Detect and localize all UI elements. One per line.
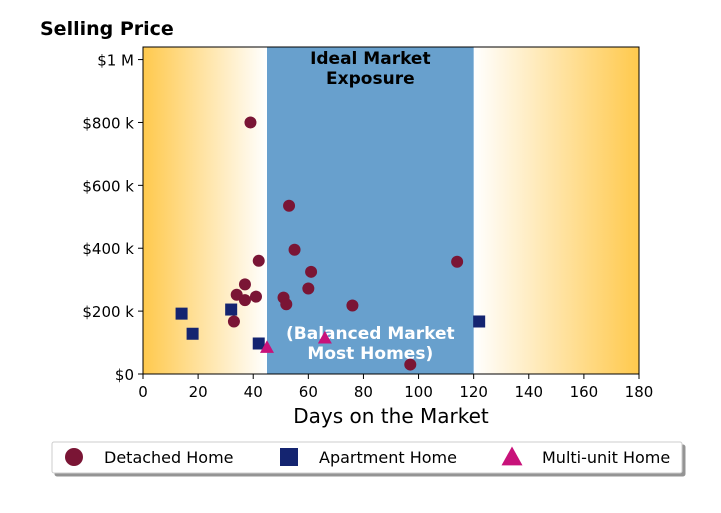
y-axis: $0 $200 k $400 k $600 k $800 k $1 M: [82, 52, 143, 384]
chart-title: Selling Price: [40, 18, 174, 40]
right-gradient-zone: [473, 47, 639, 374]
y-tick-label: $1 M: [97, 52, 134, 70]
data-point: [317, 330, 332, 344]
data-point: [225, 303, 238, 316]
x-tick-label: 40: [244, 383, 263, 401]
data-point: [238, 294, 251, 307]
x-tick-label: 100: [404, 383, 433, 401]
y-tick-label: $800 k: [82, 114, 134, 132]
y-tick-label: $200 k: [82, 303, 134, 321]
data-point: [473, 315, 486, 328]
data-markers: [175, 116, 486, 371]
data-point: [175, 307, 188, 320]
data-point: [288, 243, 301, 256]
data-point: [404, 358, 417, 371]
y-tick-label: $400 k: [82, 240, 134, 258]
data-point: [227, 315, 240, 328]
legend-label: Multi-unit Home: [542, 448, 670, 467]
data-point: [305, 265, 318, 278]
data-point: [249, 290, 262, 303]
x-tick-label: 180: [625, 383, 654, 401]
data-point: [346, 299, 359, 312]
data-point: [244, 116, 257, 129]
y-tick-label: $0: [115, 366, 134, 384]
data-point: [186, 327, 199, 340]
data-point: [451, 255, 464, 268]
legend: Detached Home Apartment Home Multi-unit Ho…: [51, 441, 683, 474]
plot-frame: [142, 46, 640, 375]
data-point: [252, 254, 265, 267]
x-axis: 0 20 40 60 80 100 120 140 160 180: [138, 374, 653, 401]
x-tick-label: 60: [299, 383, 318, 401]
ideal-band-title-line: Exposure: [326, 69, 415, 89]
legend-box: [51, 441, 683, 474]
data-point: [280, 298, 293, 311]
legend-marker: [501, 446, 523, 466]
left-gradient-zone: [143, 47, 267, 374]
x-tick-label: 160: [570, 383, 599, 401]
x-tick-label: 0: [138, 383, 148, 401]
data-point: [283, 199, 296, 212]
data-point: [252, 337, 265, 350]
ideal-band: [267, 47, 474, 374]
data-point: [260, 340, 274, 353]
plot-background: [143, 47, 639, 374]
data-point: [238, 278, 251, 291]
legend-label: Apartment Home: [319, 448, 457, 467]
y-tick-label: $600 k: [82, 177, 134, 195]
ideal-band-note-line: Most Homes): [307, 344, 433, 364]
x-tick-label: 120: [459, 383, 488, 401]
legend-label: Detached Home: [104, 448, 234, 467]
ideal-band-note-line: (Balanced Market: [286, 324, 455, 344]
ideal-band-title-line: Ideal Market: [310, 49, 431, 69]
legend-marker: [280, 448, 298, 466]
data-point: [302, 282, 315, 295]
x-tick-label: 140: [514, 383, 543, 401]
x-tick-label: 80: [354, 383, 373, 401]
x-axis-label: Days on the Market: [293, 404, 489, 428]
x-tick-label: 20: [189, 383, 208, 401]
legend-marker: [65, 448, 83, 466]
